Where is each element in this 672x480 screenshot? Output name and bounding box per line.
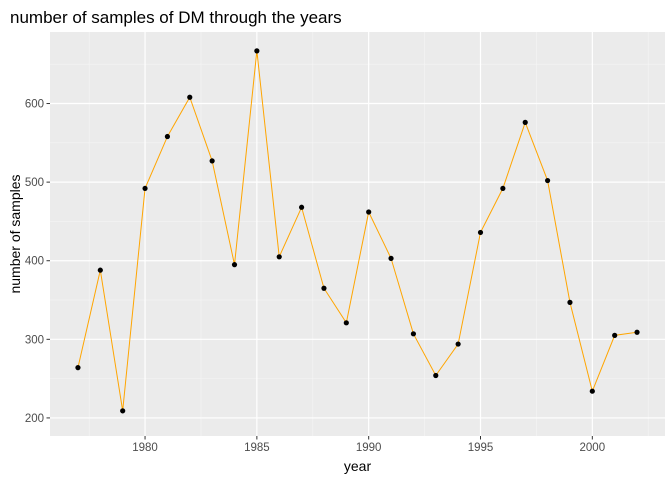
data-point xyxy=(142,185,148,192)
data-point xyxy=(254,48,260,54)
x-tick-label: 1980 xyxy=(132,442,158,454)
data-point xyxy=(433,372,439,379)
y-tick-label: 500 xyxy=(25,177,44,189)
x-axis-title: year xyxy=(344,458,372,474)
y-tick-label: 300 xyxy=(25,334,44,346)
data-point xyxy=(544,177,551,184)
data-point xyxy=(567,299,573,305)
data-point xyxy=(410,331,417,337)
chart-title: number of samples of DM through the year… xyxy=(10,8,342,27)
axis-tick-marks xyxy=(46,103,593,440)
y-tick-label: 600 xyxy=(25,99,44,111)
series-line xyxy=(77,50,638,411)
y-axis-title: number of samples xyxy=(7,174,23,293)
x-tick-label: 1995 xyxy=(468,442,494,454)
y-axis-tick-labels: 200 300 400 500 600 xyxy=(25,99,44,425)
y-tick-label: 200 xyxy=(25,413,44,425)
major-gridlines xyxy=(50,32,665,436)
data-point xyxy=(477,229,484,236)
data-point xyxy=(388,255,394,261)
data-point xyxy=(343,320,349,326)
data-point xyxy=(321,285,327,291)
data-point xyxy=(298,204,305,210)
data-point xyxy=(612,332,618,338)
data-point xyxy=(500,185,506,192)
data-point xyxy=(366,209,372,215)
data-point xyxy=(97,267,103,273)
x-tick-label: 1985 xyxy=(244,442,270,454)
series-points xyxy=(75,48,640,414)
x-axis-tick-labels: 1980 1985 1990 1995 2000 xyxy=(132,442,605,454)
y-tick-label: 400 xyxy=(25,256,44,268)
x-tick-label: 1990 xyxy=(356,442,382,454)
data-point xyxy=(187,94,193,100)
minor-gridlines xyxy=(50,32,665,436)
plot-panel xyxy=(50,32,665,436)
x-tick-label: 2000 xyxy=(580,442,606,454)
data-point xyxy=(120,408,126,414)
data-point xyxy=(276,254,282,260)
data-point xyxy=(634,329,640,335)
data-point xyxy=(164,133,171,140)
data-point xyxy=(231,262,238,268)
data-point xyxy=(455,341,461,347)
data-point xyxy=(209,158,215,164)
data-point xyxy=(522,119,528,125)
data-point xyxy=(75,365,81,371)
data-point xyxy=(589,388,595,394)
